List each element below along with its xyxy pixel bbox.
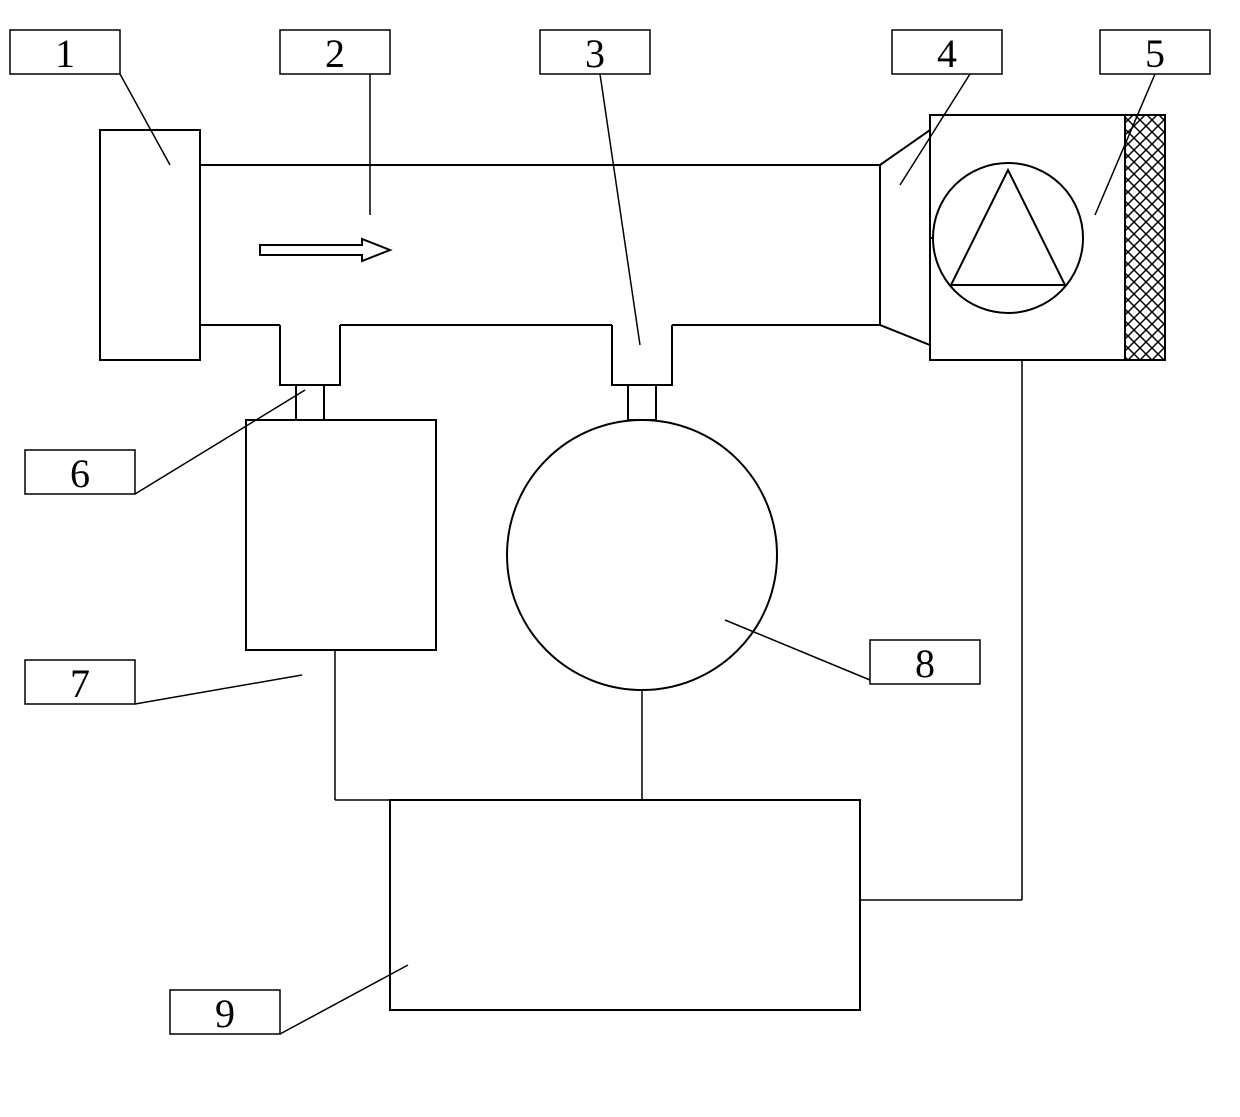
component-9: [390, 800, 860, 1010]
label-1-text: 1: [55, 31, 75, 76]
label-7: 7: [25, 660, 302, 706]
label-3-text: 3: [585, 31, 605, 76]
label-1: 1: [10, 30, 170, 165]
label-6: 6: [25, 390, 305, 496]
label-6-text: 6: [70, 451, 90, 496]
fan-triangle: [951, 170, 1065, 285]
flow-arrow: [260, 239, 390, 261]
leader-8: [725, 620, 870, 680]
label-3: 3: [540, 30, 650, 345]
component-5-hatched: [1125, 115, 1165, 360]
component-7: [246, 420, 436, 650]
leader-7: [135, 675, 302, 704]
leader-4: [900, 74, 970, 185]
transition-4-inlet: [880, 130, 930, 345]
tap-3-outer: [612, 325, 672, 385]
diagram-stage: 1 2 3 4 5 6 7 8 9: [0, 0, 1240, 1117]
fan-circle: [933, 163, 1083, 313]
label-4: 4: [892, 30, 1002, 185]
component-4: [930, 115, 1125, 360]
label-7-text: 7: [70, 661, 90, 706]
diagram-svg: 1 2 3 4 5 6 7 8 9: [0, 0, 1240, 1117]
component-1: [100, 130, 200, 360]
label-4-text: 4: [937, 31, 957, 76]
label-8-text: 8: [915, 641, 935, 686]
leader-9: [280, 965, 408, 1034]
label-2: 2: [280, 30, 390, 215]
component-8: [507, 420, 777, 690]
leader-3: [600, 74, 640, 345]
label-8: 8: [725, 620, 980, 686]
tap-3-neck: [628, 385, 656, 420]
tap-6-neck: [296, 385, 324, 420]
leader-6: [135, 390, 305, 494]
label-2-text: 2: [325, 31, 345, 76]
label-9: 9: [170, 965, 408, 1036]
label-5-text: 5: [1145, 31, 1165, 76]
leader-1: [120, 74, 170, 165]
tap-6-outer: [280, 325, 340, 385]
label-9-text: 9: [215, 991, 235, 1036]
